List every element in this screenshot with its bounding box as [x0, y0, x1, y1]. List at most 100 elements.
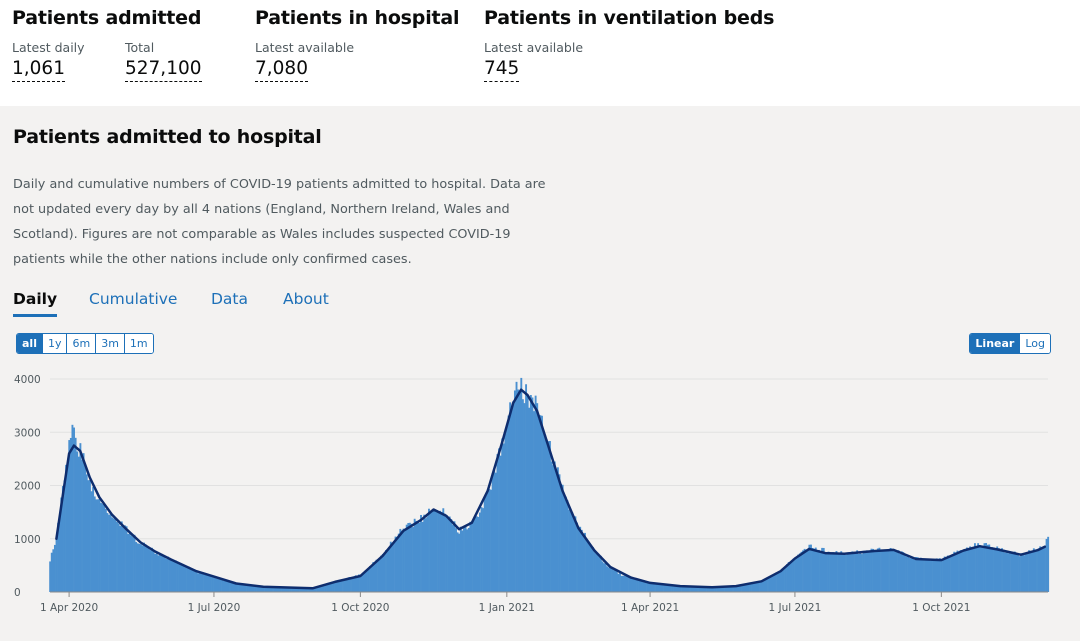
daily-bar	[634, 579, 637, 592]
daily-bar	[636, 579, 639, 592]
latest-daily-value[interactable]: 1,061	[12, 58, 65, 82]
daily-bar	[827, 551, 830, 592]
daily-bar	[576, 522, 578, 592]
daily-bar	[1010, 552, 1013, 592]
range-all-button[interactable]: all	[17, 334, 43, 353]
daily-bar	[1012, 552, 1015, 592]
daily-bar	[757, 582, 760, 592]
daily-bar	[307, 587, 309, 592]
daily-bar	[926, 559, 929, 592]
daily-bar	[346, 577, 349, 592]
daily-bar	[951, 554, 954, 592]
range-3m-button[interactable]: 3m	[96, 334, 125, 353]
daily-bar	[741, 584, 744, 592]
daily-bar	[776, 573, 779, 592]
daily-bar	[818, 549, 820, 592]
daily-bar	[700, 586, 703, 592]
daily-bar	[232, 583, 235, 592]
x-tick-label: 1 Jul 2021	[769, 602, 822, 614]
daily-bar	[888, 550, 890, 592]
daily-bar	[740, 584, 742, 592]
daily-bar	[612, 570, 615, 592]
daily-bar	[273, 587, 276, 592]
daily-bar	[52, 549, 55, 592]
daily-bar	[61, 486, 64, 592]
daily-bar	[708, 586, 711, 592]
daily-bar	[278, 587, 281, 592]
daily-bar	[819, 551, 822, 592]
x-tick-label: 1 Apr 2020	[40, 602, 98, 614]
scale-log-button[interactable]: Log	[1020, 334, 1050, 353]
daily-bar	[203, 574, 206, 592]
daily-bar	[749, 582, 752, 592]
daily-bar	[483, 496, 486, 592]
daily-bar	[1036, 550, 1038, 592]
daily-bar	[579, 526, 582, 592]
daily-bar	[614, 569, 617, 592]
daily-bar	[477, 516, 480, 592]
daily-bar	[240, 584, 243, 592]
daily-bar	[289, 587, 292, 592]
daily-bar	[950, 555, 952, 592]
daily-bar	[82, 453, 85, 592]
tab-about[interactable]: About	[283, 290, 329, 308]
daily-bar	[849, 554, 852, 592]
daily-bar	[674, 585, 677, 592]
daily-bar	[125, 526, 128, 592]
daily-bar	[899, 553, 902, 592]
daily-bar	[923, 560, 925, 592]
daily-bar	[375, 559, 378, 592]
tab-daily[interactable]: Daily	[13, 290, 58, 317]
daily-bar	[217, 578, 220, 592]
daily-bar	[190, 568, 193, 592]
daily-bar	[1001, 548, 1003, 592]
y-tick-label: 2000	[14, 481, 41, 493]
daily-bar	[833, 553, 836, 592]
daily-bar	[903, 555, 906, 592]
daily-bar	[537, 418, 540, 592]
ventilation-value[interactable]: 745	[484, 58, 520, 82]
daily-bar	[759, 581, 761, 592]
daily-bar	[985, 543, 988, 592]
daily-bar	[396, 538, 399, 592]
tab-data[interactable]: Data	[211, 290, 249, 308]
daily-bar	[393, 542, 395, 592]
daily-bar	[260, 586, 263, 592]
daily-bar	[663, 583, 666, 592]
daily-bar	[781, 568, 784, 592]
daily-bar	[671, 584, 674, 592]
chart-card: Patients admitted to hospital Daily and …	[0, 106, 1080, 641]
daily-bar	[373, 562, 376, 592]
daily-bar	[714, 586, 717, 592]
daily-bar	[267, 587, 270, 592]
daily-bar	[418, 523, 421, 592]
daily-bar	[246, 584, 249, 592]
daily-bar	[872, 548, 875, 592]
daily-bar	[1020, 553, 1023, 592]
daily-bar	[948, 557, 951, 592]
range-1y-button[interactable]: 1y	[42, 334, 68, 353]
daily-bar	[1004, 552, 1007, 592]
daily-bar	[709, 586, 712, 592]
daily-bar	[841, 554, 844, 592]
range-6m-button[interactable]: 6m	[67, 334, 97, 353]
daily-bar	[647, 581, 650, 592]
daily-bar	[598, 557, 601, 592]
card-description: Daily and cumulative numbers of COVID-19…	[13, 177, 546, 267]
daily-bar	[644, 581, 647, 592]
tab-cumulative[interactable]: Cumulative	[89, 290, 178, 308]
daily-bar	[165, 558, 168, 592]
scale-linear-button[interactable]: Linear	[970, 334, 1021, 353]
total-value[interactable]: 527,100	[125, 58, 202, 82]
daily-bar	[876, 548, 879, 592]
range-1m-button[interactable]: 1m	[124, 334, 153, 353]
daily-bar	[178, 564, 181, 592]
daily-bar	[534, 395, 537, 592]
in-hospital-value[interactable]: 7,080	[255, 58, 308, 82]
daily-bar	[327, 582, 330, 592]
daily-bar	[790, 561, 793, 592]
daily-bar	[284, 586, 287, 592]
daily-bar	[305, 587, 308, 592]
daily-bar	[138, 543, 141, 592]
daily-bar	[342, 579, 344, 592]
